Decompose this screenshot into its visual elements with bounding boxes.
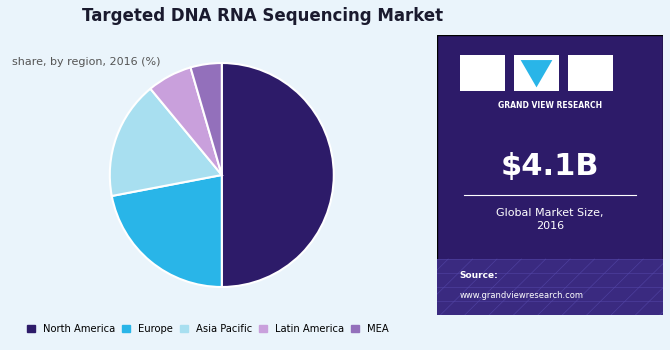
Text: GRAND VIEW RESEARCH: GRAND VIEW RESEARCH (498, 100, 602, 110)
FancyBboxPatch shape (437, 35, 663, 315)
Text: Source:: Source: (460, 271, 498, 280)
Text: $4.1B: $4.1B (501, 152, 600, 181)
Wedge shape (150, 68, 222, 175)
FancyBboxPatch shape (437, 259, 663, 315)
Text: www.grandviewresearch.com: www.grandviewresearch.com (460, 291, 584, 300)
Text: share, by region, 2016 (%): share, by region, 2016 (%) (12, 57, 161, 67)
FancyBboxPatch shape (514, 55, 559, 91)
Wedge shape (110, 89, 222, 196)
Text: Targeted DNA RNA Sequencing Market: Targeted DNA RNA Sequencing Market (82, 7, 443, 25)
Wedge shape (222, 63, 334, 287)
Polygon shape (521, 60, 552, 88)
Wedge shape (190, 63, 222, 175)
FancyBboxPatch shape (460, 55, 505, 91)
FancyBboxPatch shape (568, 55, 614, 91)
Text: Global Market Size,
2016: Global Market Size, 2016 (496, 208, 604, 231)
Wedge shape (112, 175, 222, 287)
Legend: North America, Europe, Asia Pacific, Latin America, MEA: North America, Europe, Asia Pacific, Lat… (23, 320, 393, 338)
